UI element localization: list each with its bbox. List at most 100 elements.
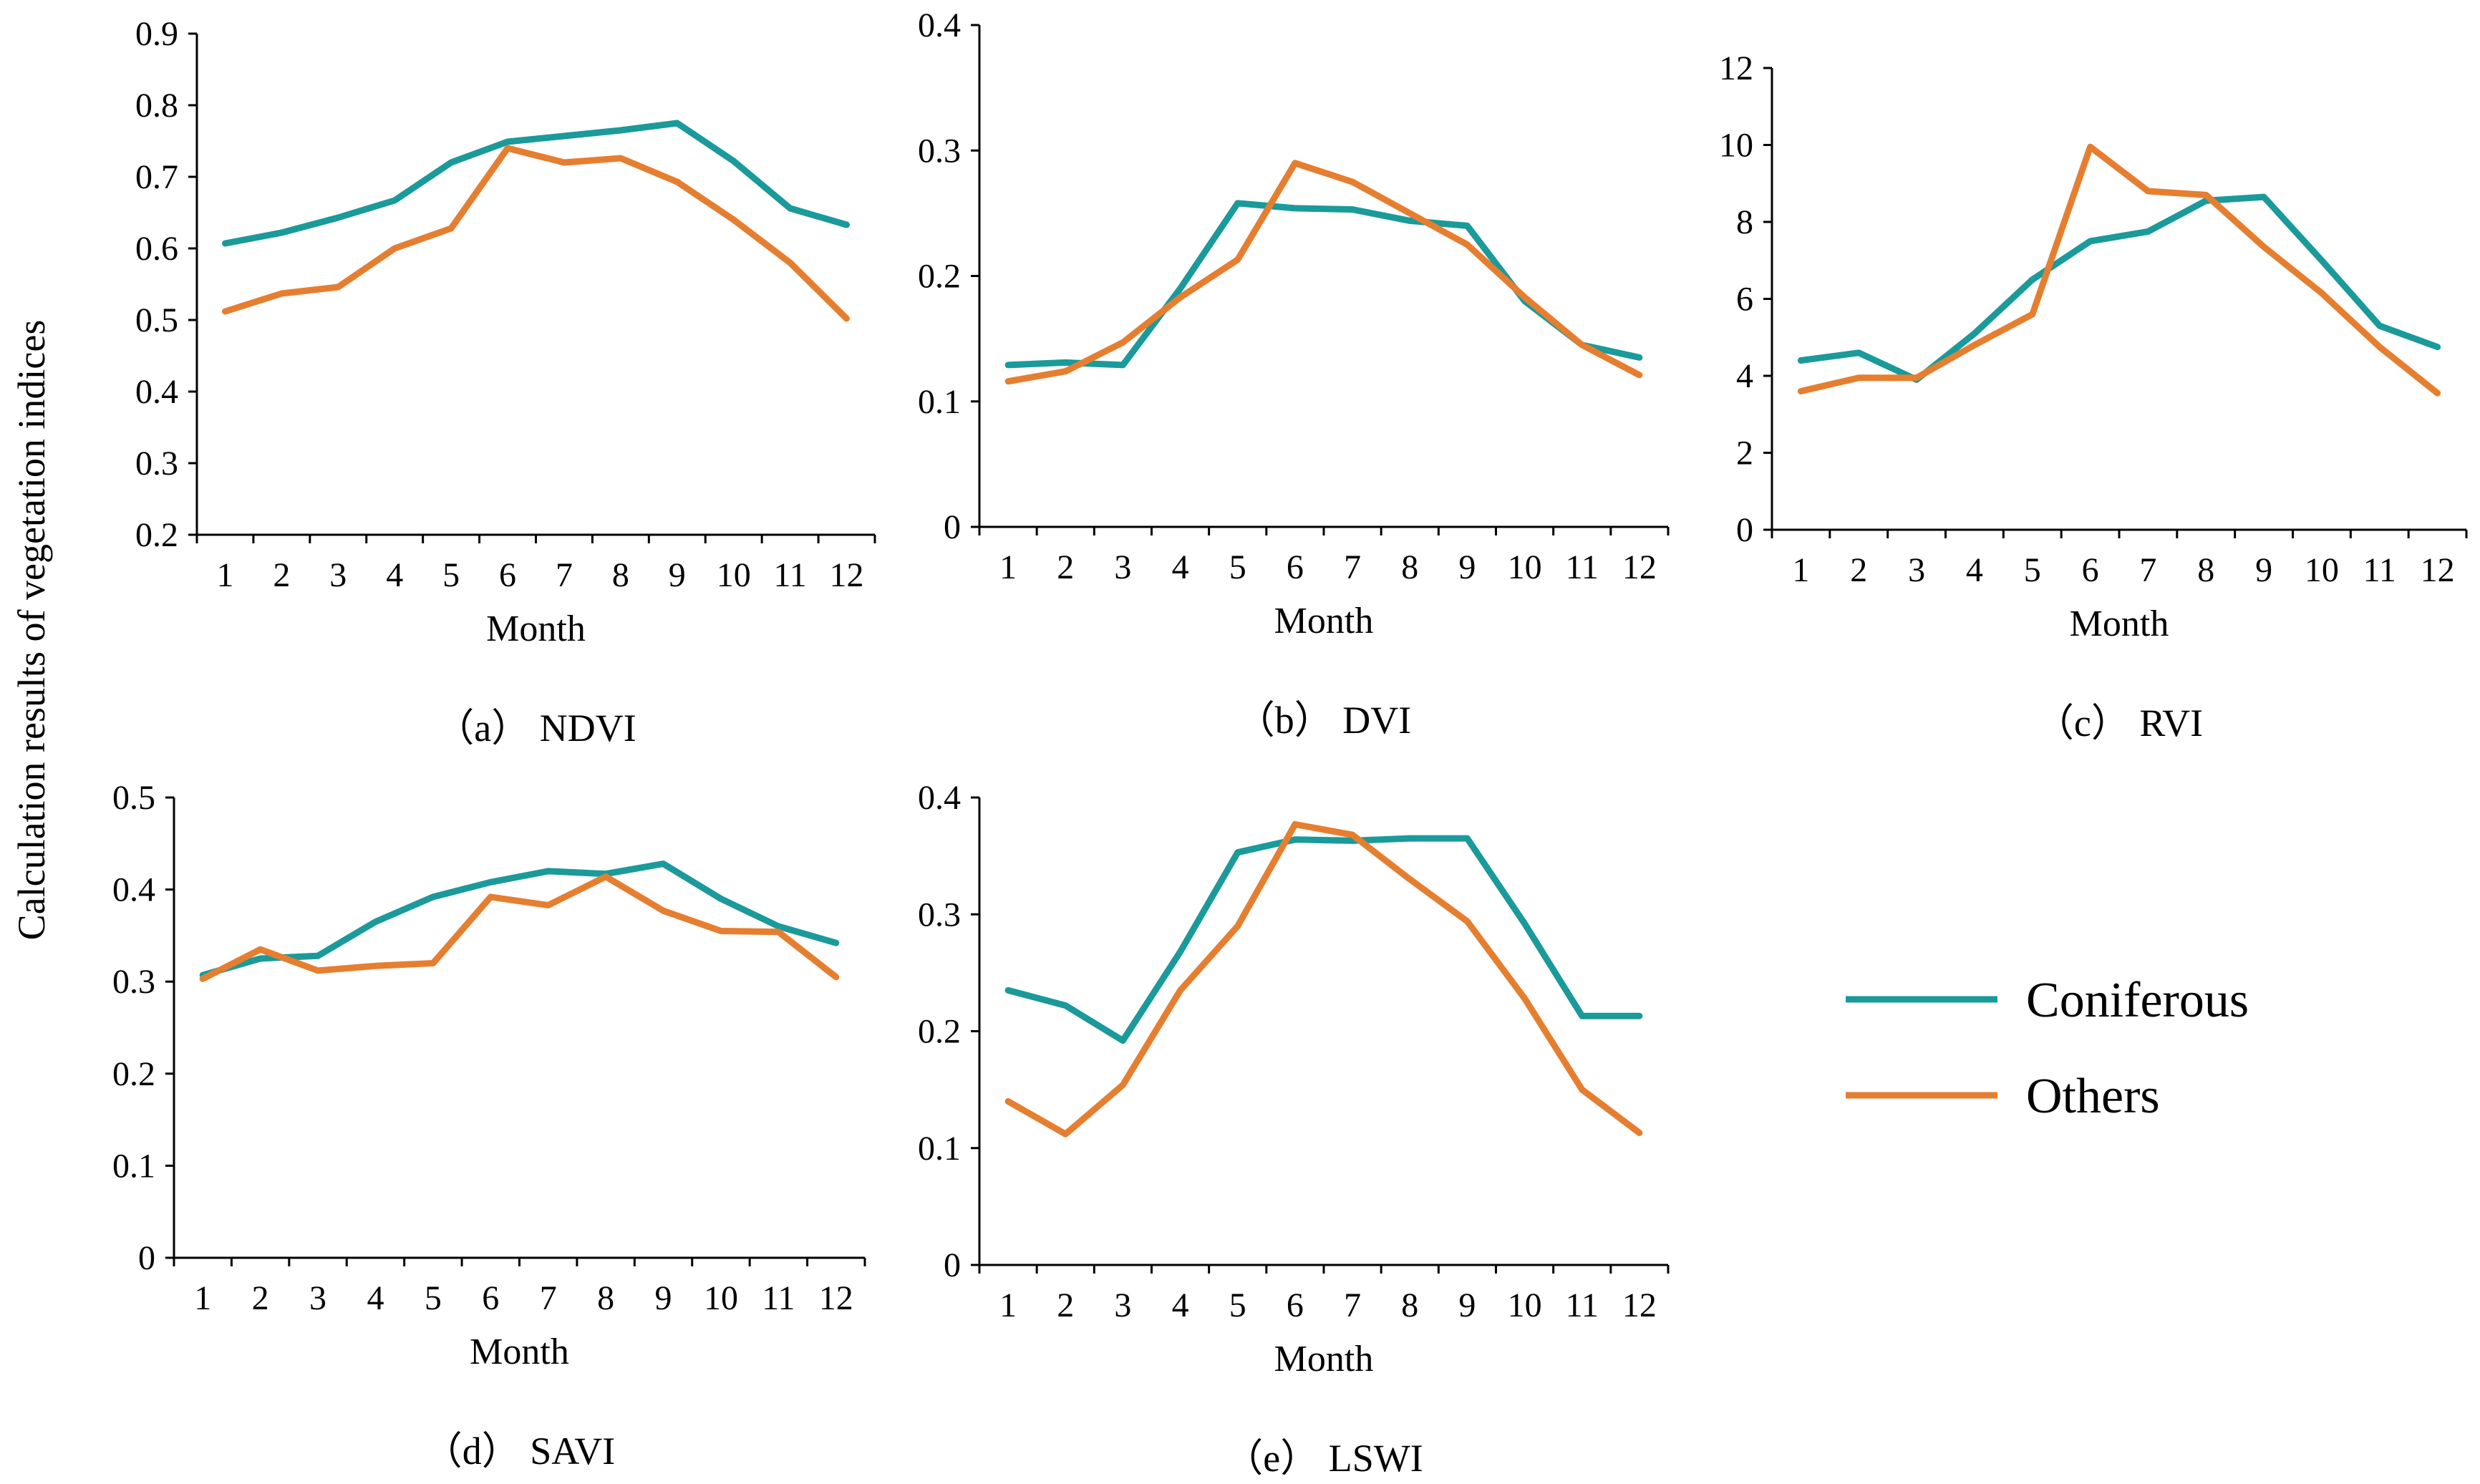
ndvi-x-tick-label: 8 <box>612 556 629 594</box>
lswi-series-coniferous-line <box>1004 835 1643 1044</box>
lswi-x-tick-label: 3 <box>1114 1286 1131 1324</box>
lswi-x-tick-label: 6 <box>1287 1286 1304 1324</box>
ndvi-y-tick-label: 0.9 <box>135 15 178 53</box>
dvi-x-tick-label: 4 <box>1172 548 1189 586</box>
ndvi-series-coniferous-line <box>222 120 850 247</box>
lswi-x-tick-label: 7 <box>1344 1286 1361 1324</box>
rvi-y-tick-label: 8 <box>1736 203 1753 241</box>
savi-x-tick-label: 9 <box>655 1279 672 1317</box>
legend-label-coniferous: Coniferous <box>2026 973 2249 1028</box>
savi-x-tick-label: 7 <box>540 1279 557 1317</box>
lswi-x-tick-label: 5 <box>1229 1286 1246 1324</box>
dvi-y-tick-label: 0 <box>944 508 961 546</box>
savi-x-tick-label: 11 <box>762 1279 795 1317</box>
rvi-x-tick-label: 9 <box>2255 551 2272 589</box>
dvi-x-tick-label: 10 <box>1508 548 1542 586</box>
rvi-series-coniferous-line <box>1797 193 2441 383</box>
legend-label-others: Others <box>2026 1069 2160 1124</box>
dvi-caption: （b） DVI <box>1236 699 1411 742</box>
savi-x-tick-label: 1 <box>194 1279 211 1317</box>
rvi-caption: （c） RVI <box>2035 702 2203 745</box>
lswi-x-axis-title: Month <box>1274 1339 1374 1379</box>
dvi-series-coniferous-line <box>1004 200 1643 369</box>
rvi-y-tick-label: 0 <box>1736 511 1753 549</box>
dvi-series-others-line <box>1004 160 1643 385</box>
dvi-y-tick-label: 0.3 <box>918 132 961 170</box>
rvi-x-tick-label: 8 <box>2197 551 2214 589</box>
rvi-x-tick-label: 5 <box>2024 551 2041 589</box>
rvi-y-tick-label: 10 <box>1719 127 1753 165</box>
ndvi-x-tick-label: 10 <box>717 556 751 594</box>
panel-savi-chart: 00.10.20.30.40.51 2 3 4 5 6 7 8 9 10 11 12Month（d） … <box>112 779 866 1473</box>
dvi-x-tick-label: 8 <box>1401 548 1418 586</box>
rvi-x-tick-label: 10 <box>2305 551 2339 589</box>
dvi-y-tick-label: 0.1 <box>918 383 961 421</box>
dvi-x-tick-label: 1 <box>999 548 1017 586</box>
ndvi-y-tick-label: 0.8 <box>135 87 178 125</box>
lswi-x-tick-label: 12 <box>1622 1286 1657 1324</box>
rvi-x-tick-label: 12 <box>2421 551 2455 589</box>
dvi-x-tick-label: 11 <box>1566 548 1599 586</box>
savi-x-tick-label: 2 <box>252 1279 269 1317</box>
ndvi-x-tick-label: 4 <box>386 556 403 594</box>
ndvi-x-tick-label: 6 <box>499 556 516 594</box>
rvi-x-tick-label: 2 <box>1850 551 1867 589</box>
savi-y-tick-label: 0.1 <box>112 1147 155 1185</box>
savi-y-tick-label: 0.3 <box>112 963 155 1001</box>
ndvi-x-tick-label: 2 <box>273 556 290 594</box>
ndvi-x-tick-label: 9 <box>669 556 686 594</box>
savi-x-tick-label: 6 <box>482 1279 499 1317</box>
ndvi-x-tick-label: 5 <box>442 556 460 594</box>
ndvi-y-tick-label: 0.6 <box>135 230 178 268</box>
ndvi-x-tick-label: 1 <box>216 556 233 594</box>
savi-x-tick-label: 8 <box>597 1279 614 1317</box>
ndvi-x-tick-label: 11 <box>774 556 807 594</box>
savi-y-tick-label: 0.2 <box>112 1055 155 1093</box>
lswi-y-tick-label: 0 <box>944 1246 961 1284</box>
ndvi-caption: （a） NDVI <box>435 707 636 750</box>
savi-y-tick-label: 0.4 <box>112 871 155 909</box>
rvi-y-tick-label: 2 <box>1736 435 1753 472</box>
dvi-y-tick-label: 0.2 <box>918 258 961 296</box>
lswi-x-tick-label: 8 <box>1401 1286 1418 1324</box>
lswi-x-tick-label: 2 <box>1057 1286 1074 1324</box>
lswi-x-tick-label: 11 <box>1566 1286 1599 1324</box>
dvi-x-tick-label: 12 <box>1622 548 1657 586</box>
lswi-x-tick-label: 9 <box>1458 1286 1476 1324</box>
rvi-x-tick-label: 3 <box>1908 551 1925 589</box>
lswi-x-tick-label: 10 <box>1508 1286 1542 1324</box>
savi-x-axis-title: Month <box>470 1332 569 1372</box>
savi-x-tick-label: 10 <box>704 1279 738 1317</box>
savi-series-others-line <box>199 873 840 982</box>
ndvi-series-others-line <box>222 145 850 322</box>
lswi-caption: （e） LSWI <box>1224 1437 1423 1480</box>
dvi-x-tick-label: 9 <box>1458 548 1476 586</box>
rvi-x-tick-label: 1 <box>1792 551 1809 589</box>
ndvi-x-tick-label: 3 <box>329 556 347 594</box>
dvi-x-tick-label: 2 <box>1057 548 1074 586</box>
dvi-y-tick-label: 0.4 <box>918 6 961 44</box>
savi-caption: （d） SAVI <box>424 1430 616 1473</box>
rvi-x-tick-label: 11 <box>2363 551 2396 589</box>
ndvi-y-tick-label: 0.4 <box>135 373 178 411</box>
dvi-x-tick-label: 6 <box>1287 548 1304 586</box>
y-axis-title: Calculation results of vegetation indice… <box>10 320 53 941</box>
panel-ndvi-chart: 0.20.30.40.50.60.70.80.91 2 3 4 5 6 7 8 9 10 11 12M… <box>135 15 876 750</box>
dvi-x-tick-label: 5 <box>1229 548 1246 586</box>
savi-x-tick-label: 4 <box>367 1279 384 1317</box>
dvi-x-axis-title: Month <box>1274 601 1374 641</box>
rvi-series-others-line <box>1797 143 2441 397</box>
savi-x-tick-label: 5 <box>425 1279 442 1317</box>
rvi-x-axis-title: Month <box>2070 603 2169 644</box>
ndvi-y-tick-label: 0.2 <box>135 516 178 554</box>
ndvi-x-axis-title: Month <box>486 608 586 649</box>
lswi-x-tick-label: 4 <box>1172 1286 1189 1324</box>
dvi-x-tick-label: 7 <box>1344 548 1361 586</box>
legend: Coniferous Others <box>1846 973 2249 1124</box>
lswi-x-tick-label: 1 <box>999 1286 1017 1324</box>
savi-x-tick-label: 3 <box>309 1279 326 1317</box>
lswi-y-tick-label: 0.1 <box>918 1130 961 1168</box>
